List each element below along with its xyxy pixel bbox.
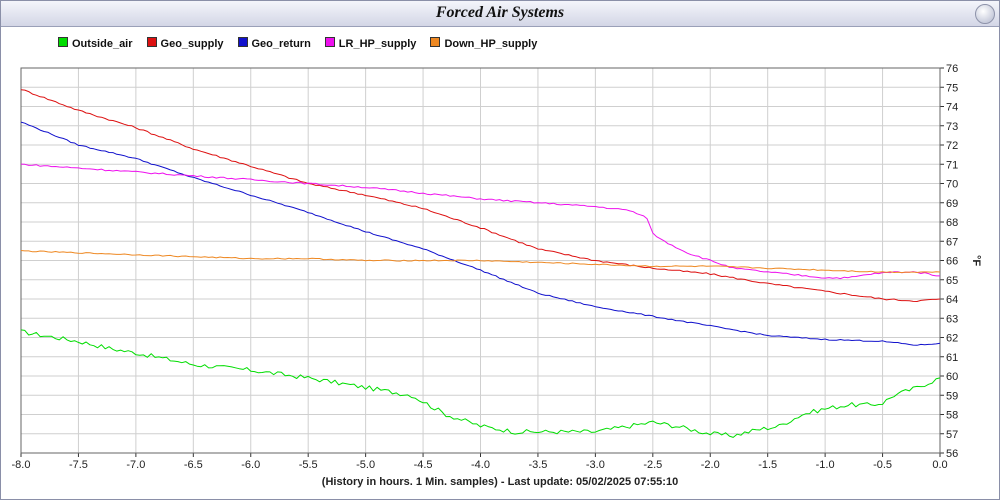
legend-label: Down_HP_supply — [444, 38, 538, 50]
y-tick-label: 64 — [946, 294, 958, 306]
y-axis-label: °F — [970, 255, 982, 266]
x-tick-label: -1.5 — [758, 459, 777, 471]
series-line-geo-return — [20, 121, 941, 346]
y-tick-label: 71 — [946, 159, 958, 171]
y-tick-label: 61 — [946, 352, 958, 364]
y-tick-label: 67 — [946, 236, 958, 248]
x-tick-label: -2.5 — [643, 459, 662, 471]
y-tick-label: 69 — [946, 198, 958, 210]
x-axis-label: (History in hours. 1 Min. samples) - Las… — [321, 476, 679, 488]
close-button[interactable] — [975, 4, 995, 24]
plot-border — [20, 67, 941, 454]
y-tick-label: 58 — [946, 410, 958, 422]
x-tick-label: -1.0 — [816, 459, 835, 471]
legend-item: LR_HP_supply — [324, 37, 417, 50]
y-tick-label: 59 — [946, 390, 958, 402]
y-tick-label: 60 — [946, 371, 958, 383]
legend-label: Geo_return — [251, 38, 311, 50]
series-line-down-hp-supply — [20, 250, 941, 274]
x-tick-label: -3.5 — [528, 459, 547, 471]
y-tick-label: 70 — [946, 179, 958, 191]
legend-swatch — [58, 37, 68, 47]
x-tick-label: -6.0 — [241, 459, 260, 471]
series-line-outside-air — [20, 329, 941, 438]
x-tick-label: -7.5 — [69, 459, 88, 471]
legend-item: Down_HP_supply — [430, 37, 537, 50]
series-line-lr-hp-supply — [20, 163, 940, 280]
chart-legend: Outside_air Geo_supply Geo_return LR_HP_sup… — [58, 37, 551, 50]
legend-swatch — [237, 37, 248, 47]
x-tick-label: -2.0 — [701, 459, 720, 471]
y-tick-label: 62 — [946, 333, 958, 345]
window-title: Forced Air Systems — [435, 4, 565, 21]
y-tick-label: 66 — [946, 256, 958, 268]
legend-label: Geo_supply — [160, 38, 224, 50]
x-tick-label: -4.0 — [471, 459, 490, 471]
y-tick-label: 73 — [946, 121, 958, 133]
legend-label: Outside_air — [72, 38, 133, 50]
x-tick-label: 0.0 — [932, 459, 947, 471]
legend-item: Geo_return — [237, 37, 311, 50]
series-line-geo-supply — [20, 89, 941, 302]
y-tick-label: 65 — [946, 275, 958, 287]
y-tick-label: 56 — [946, 448, 958, 460]
x-tick-label: -7.0 — [126, 459, 145, 471]
y-tick-label: 68 — [946, 217, 958, 229]
y-tick-label: 74 — [946, 102, 958, 114]
y-tick-label: 75 — [946, 82, 958, 94]
x-tick-label: -5.0 — [356, 459, 375, 471]
x-tick-label: -6.5 — [184, 459, 203, 471]
x-tick-label: -0.5 — [873, 459, 892, 471]
x-tick-label: -8.0 — [12, 459, 31, 471]
legend-swatch — [324, 37, 335, 47]
x-tick-label: -3.0 — [586, 459, 605, 471]
x-tick-label: -5.5 — [299, 459, 318, 471]
y-tick-label: 72 — [946, 140, 958, 152]
legend-item: Geo_supply — [146, 37, 224, 50]
legend-label: LR_HP_supply — [338, 38, 417, 50]
title-bar: Forced Air Systems — [1, 1, 999, 27]
legend-swatch — [430, 37, 441, 47]
x-tick-label: -4.5 — [414, 459, 433, 471]
y-tick-label: 63 — [946, 313, 958, 325]
legend-swatch — [146, 37, 157, 47]
y-tick-label: 57 — [946, 429, 958, 441]
legend-item: Outside_air — [58, 37, 133, 50]
y-tick-label: 76 — [946, 63, 958, 75]
